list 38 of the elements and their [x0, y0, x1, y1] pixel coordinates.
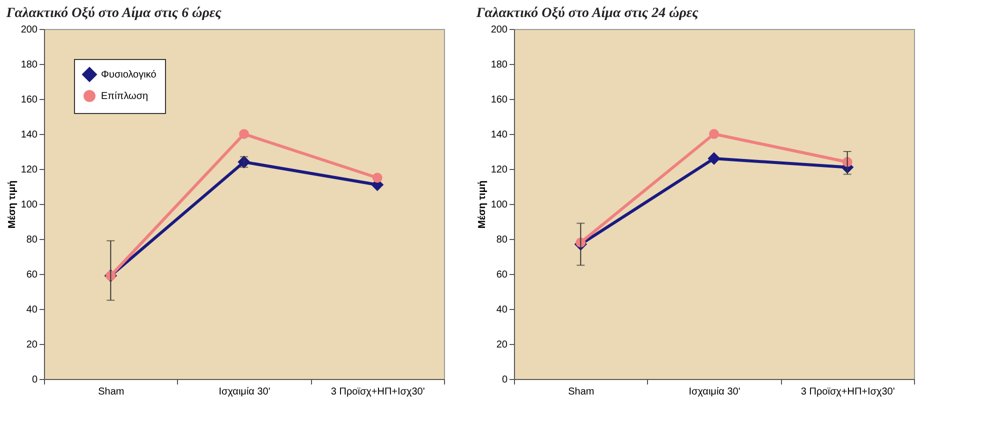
y-tick-label: 60 — [496, 270, 508, 280]
y-tick-label: 80 — [496, 234, 508, 246]
x-tick-label: 3 Προϊσχ+ΗΠ+Ισχ30' — [800, 386, 895, 398]
y-tick-label: 100 — [20, 200, 38, 210]
y-tick-label: 140 — [490, 130, 508, 140]
y-tick-label: 20 — [496, 340, 508, 350]
y-tick-label: 200 — [20, 24, 38, 36]
point — [239, 129, 249, 139]
y-tick-label: 200 — [490, 24, 508, 36]
point — [708, 152, 720, 165]
y-tick-label: 0 — [32, 374, 38, 386]
chart-title: Γαλακτικό Οξύ στο Αίμα στις 24 ώρες — [475, 6, 700, 21]
y-tick-label: 60 — [26, 270, 38, 280]
point — [709, 129, 719, 139]
point — [372, 172, 382, 183]
y-tick-label: 160 — [490, 94, 508, 106]
x-tick-label: Ισχαιμία 30' — [688, 386, 740, 398]
x-tick-label: Sham — [568, 386, 594, 398]
x-tick-label: 3 Προϊσχ+ΗΠ+Ισχ30' — [330, 386, 425, 398]
chart-title: Γαλακτικό Οξύ στο Αίμα στις 6 ώρες — [5, 6, 222, 21]
y-axis-title: Μέση τιμή — [6, 180, 18, 229]
legend-label: Επίπλωση — [101, 91, 148, 102]
x-tick-label: Sham — [98, 386, 124, 398]
y-tick-label: 180 — [490, 60, 508, 70]
y-tick-label: 120 — [490, 164, 508, 176]
y-tick-label: 140 — [20, 130, 38, 140]
y-tick-label: 20 — [26, 340, 38, 350]
legend-label: Φυσιολογικό — [101, 70, 157, 80]
x-tick-label: Ισχαιμία 30' — [218, 386, 270, 398]
y-axis-title: Μέση τιμή — [476, 180, 488, 229]
y-tick-label: 180 — [20, 60, 38, 70]
y-tick-label: 80 — [26, 234, 38, 246]
y-tick-label: 40 — [26, 304, 38, 316]
y-tick-label: 160 — [20, 94, 38, 106]
y-tick-label: 0 — [502, 374, 508, 386]
y-tick-label: 120 — [20, 164, 38, 176]
y-tick-label: 40 — [496, 304, 508, 316]
y-tick-label: 100 — [490, 200, 508, 210]
